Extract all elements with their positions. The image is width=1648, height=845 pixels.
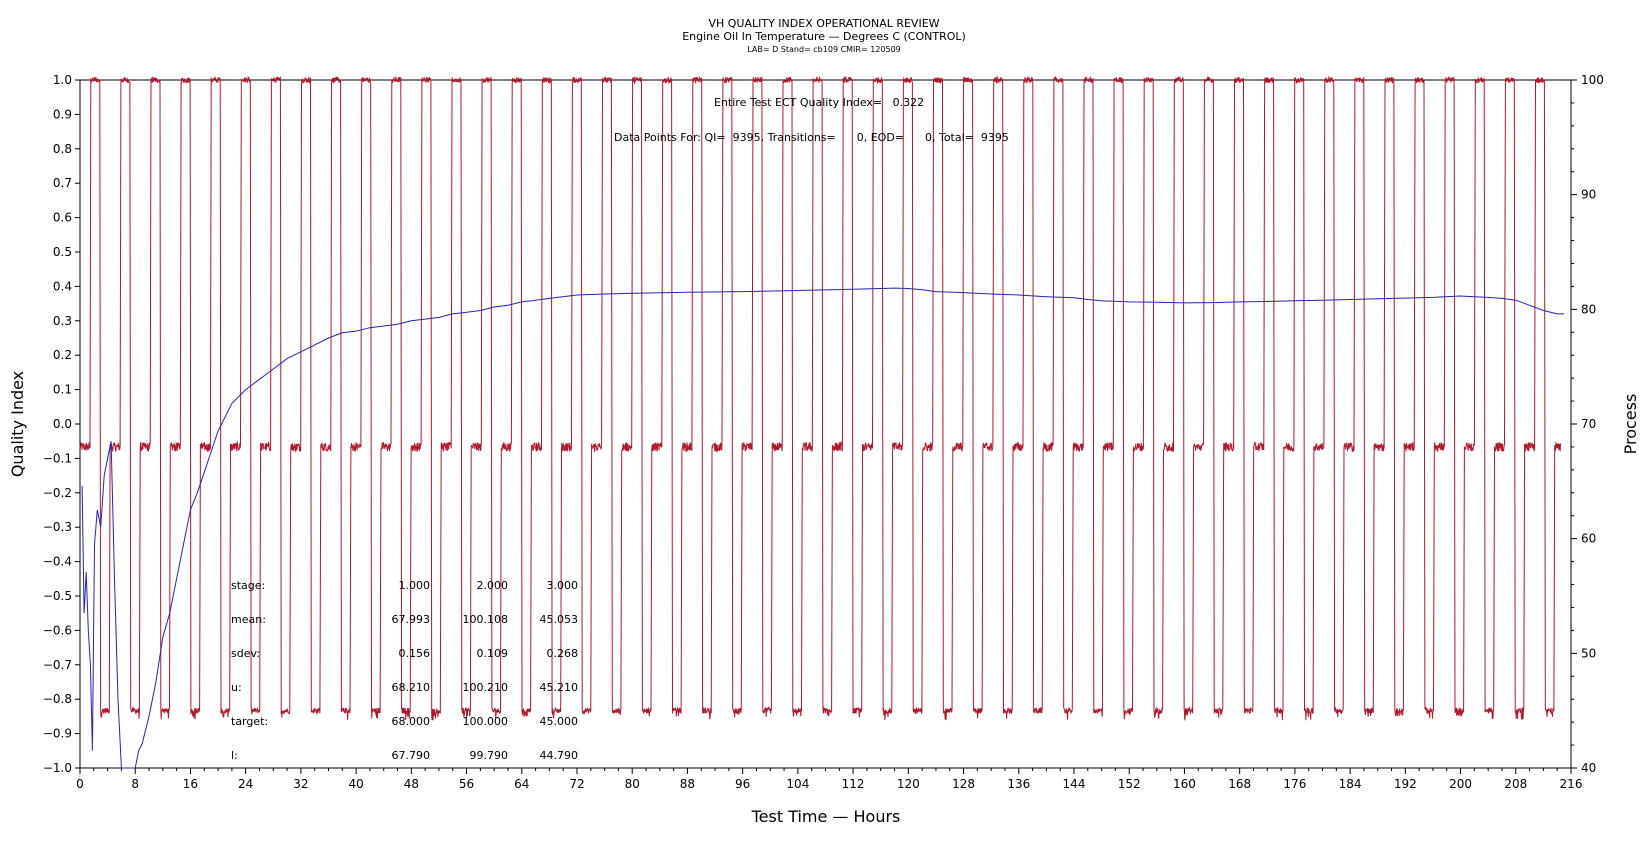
x-tick-label: 120	[897, 777, 920, 791]
x-tick-label: 168	[1228, 777, 1251, 791]
x-axis: 0 8 16 24 32 40 48 56 64 72 80 88 96 104 112 120 128 136 1…	[76, 768, 1582, 791]
x-tick-label: 104	[786, 777, 809, 791]
x-tick-label: 200	[1449, 777, 1472, 791]
x-tick-label: 176	[1283, 777, 1306, 791]
stats-cell: 68.210	[392, 681, 431, 694]
chart-title: VH QUALITY INDEX OPERATIONAL REVIEW	[708, 17, 939, 30]
y-left-tick-label: 0.5	[53, 245, 72, 259]
y-left-tick-label: 0.2	[53, 348, 72, 362]
y-axis-right: 100 90 80 70 60 50 40	[1571, 73, 1604, 775]
stats-cell: 3.000	[547, 579, 579, 592]
y-left-tick-label: 0.6	[53, 211, 72, 225]
stats-cell: 1.000	[399, 579, 431, 592]
x-tick-label: 80	[625, 777, 640, 791]
x-tick-label: 136	[1007, 777, 1030, 791]
stats-cell: 45.000	[540, 715, 579, 728]
x-tick-label: 64	[514, 777, 529, 791]
stats-cell: 45.053	[540, 613, 579, 626]
x-tick-label: 0	[76, 777, 84, 791]
y-left-tick-label: −0.9	[43, 727, 72, 741]
stats-cell: 100.210	[463, 681, 509, 694]
y-left-tick-label: 0.9	[53, 107, 72, 121]
stats-cell: 99.790	[470, 749, 509, 762]
x-tick-label: 24	[238, 777, 253, 791]
x-tick-label: 16	[183, 777, 198, 791]
y-axis-left: 1.0 0.9 0.8 0.7 0.6 0.5 0.4 0.3 0.2 0.1 0.0 −0.1 −0.…	[43, 73, 80, 775]
process-series-line	[79, 75, 1562, 721]
stats-row-label: mean:	[231, 613, 266, 626]
stats-cell: 0.109	[477, 647, 509, 660]
y-right-tick-label: 50	[1581, 646, 1596, 660]
stats-cell: 0.156	[399, 647, 431, 660]
stats-row-label: l:	[231, 749, 238, 762]
chart-subtitle: Engine Oil In Temperature — Degrees C (C…	[682, 30, 966, 43]
stats-table: stage: 1.000 2.000 3.000 mean: 67.993 100.108 4…	[231, 579, 578, 762]
x-tick-label: 72	[569, 777, 584, 791]
quality-index-annotation: Entire Test ECT Quality Index= 0.322	[714, 96, 924, 109]
x-tick-label: 144	[1063, 777, 1086, 791]
x-tick-label: 192	[1394, 777, 1417, 791]
stats-cell: 68.000	[392, 715, 431, 728]
y-axis-right-label: Process	[1621, 394, 1640, 455]
y-left-tick-label: 0.1	[53, 383, 72, 397]
x-tick-label: 160	[1173, 777, 1196, 791]
x-tick-label: 8	[131, 777, 139, 791]
y-right-tick-label: 70	[1581, 417, 1596, 431]
stats-cell: 100.108	[463, 613, 509, 626]
y-right-tick-label: 100	[1581, 73, 1604, 87]
y-right-tick-label: 80	[1581, 302, 1596, 316]
y-left-tick-label: 0.8	[53, 142, 72, 156]
quality-index-series-line	[81, 287, 1565, 769]
data-points-annotation: Data Points For: QI= 9395, Transitions= …	[614, 131, 1009, 144]
stats-cell: 67.790	[392, 749, 431, 762]
stats-row-label: u:	[231, 681, 242, 694]
y-axis-left-label: Quality Index	[8, 371, 27, 477]
y-left-tick-label: −0.8	[43, 692, 72, 706]
x-tick-label: 152	[1118, 777, 1141, 791]
x-tick-label: 112	[842, 777, 865, 791]
chart-subtitle-lab: LAB= D Stand= cb109 CMIR= 120509	[747, 45, 901, 54]
x-tick-label: 216	[1560, 777, 1583, 791]
stats-cell: 2.000	[477, 579, 509, 592]
x-tick-label: 208	[1504, 777, 1527, 791]
x-tick-label: 56	[459, 777, 474, 791]
stats-cell: 100.000	[463, 715, 509, 728]
stats-row-label: target:	[231, 715, 268, 728]
stats-cell: 45.210	[540, 681, 579, 694]
y-right-tick-label: 90	[1581, 188, 1596, 202]
x-tick-label: 32	[293, 777, 308, 791]
stats-row-label: sdev:	[231, 647, 260, 660]
stats-cell: 44.790	[540, 749, 579, 762]
x-tick-label: 184	[1339, 777, 1362, 791]
x-tick-label: 88	[680, 777, 695, 791]
x-tick-label: 96	[735, 777, 750, 791]
y-left-tick-label: −0.4	[43, 555, 72, 569]
y-left-tick-label: −0.2	[43, 486, 72, 500]
y-left-tick-label: −0.5	[43, 589, 72, 603]
y-left-tick-label: −0.1	[43, 451, 72, 465]
x-axis-label: Test Time — Hours	[751, 807, 901, 826]
y-left-tick-label: 0.4	[53, 279, 72, 293]
y-left-tick-label: 0.0	[53, 417, 72, 431]
y-left-tick-label: −0.7	[43, 658, 72, 672]
x-tick-label: 48	[404, 777, 419, 791]
plot-frame	[79, 79, 1572, 769]
y-left-tick-label: 0.7	[53, 176, 72, 190]
y-left-tick-label: 1.0	[53, 73, 72, 87]
y-left-tick-label: 0.3	[53, 314, 72, 328]
x-tick-label: 40	[348, 777, 363, 791]
stats-cell: 0.268	[547, 647, 579, 660]
x-tick-label: 128	[952, 777, 975, 791]
y-right-tick-label: 60	[1581, 532, 1596, 546]
y-left-tick-label: −0.6	[43, 623, 72, 637]
stats-cell: 67.993	[392, 613, 431, 626]
y-right-tick-label: 40	[1581, 761, 1596, 775]
stats-row-label: stage:	[231, 579, 265, 592]
y-left-tick-label: −1.0	[43, 761, 72, 775]
y-left-tick-label: −0.3	[43, 520, 72, 534]
